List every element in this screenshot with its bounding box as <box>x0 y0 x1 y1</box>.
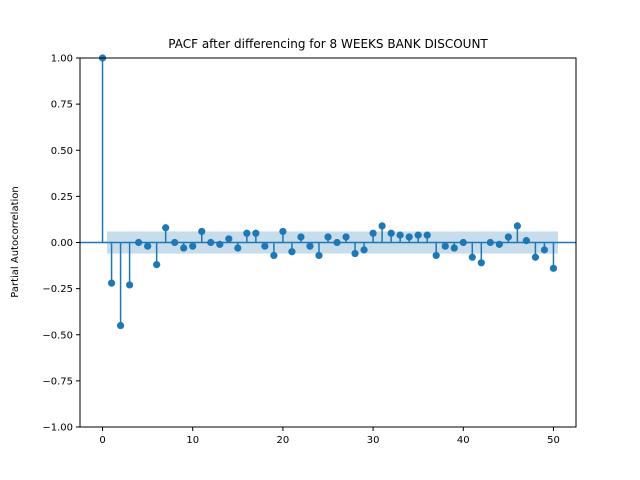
x-tick-label: 40 <box>457 435 470 446</box>
marker-lag-23 <box>306 242 314 250</box>
stems-layer <box>101 58 555 326</box>
marker-lag-6 <box>153 261 161 269</box>
marker-lag-34 <box>405 233 413 241</box>
marker-lag-29 <box>360 246 368 254</box>
y-tick-label: −0.50 <box>42 330 73 341</box>
marker-lag-35 <box>414 231 422 239</box>
marker-lag-40 <box>459 238 467 247</box>
marker-lag-24 <box>315 251 323 260</box>
marker-lag-48 <box>531 253 540 261</box>
marker-lag-22 <box>297 233 305 241</box>
x-tick-label: 10 <box>186 435 199 446</box>
marker-lag-38 <box>441 242 449 250</box>
marker-lag-31 <box>378 222 386 230</box>
marker-lag-28 <box>351 249 359 258</box>
marker-lag-15 <box>234 244 242 252</box>
ticks-layer: 0 10 20 30 40 50 1.00 0.75 0.50 0.25 0.00 −0.25 −0.5… <box>42 54 559 447</box>
y-tick-label: −0.75 <box>42 376 73 387</box>
marker-lag-20 <box>279 227 287 236</box>
marker-lag-17 <box>252 229 260 237</box>
marker-lag-33 <box>396 231 404 239</box>
marker-lag-43 <box>486 238 494 247</box>
marker-lag-50 <box>549 264 558 272</box>
marker-lag-32 <box>387 229 395 237</box>
marker-lag-4 <box>135 238 143 247</box>
y-tick-label: 0.75 <box>51 100 73 111</box>
y-tick-label: −0.25 <box>42 284 73 295</box>
marker-lag-25 <box>324 233 332 241</box>
marker-lag-14 <box>225 235 233 243</box>
marker-lag-47 <box>522 237 531 245</box>
marker-lag-45 <box>504 233 512 241</box>
y-tick-label: 0.25 <box>51 192 73 203</box>
marker-lag-10 <box>189 242 197 250</box>
marker-lag-2 <box>116 321 125 330</box>
marker-lag-30 <box>369 229 377 237</box>
y-tick-label: −1.00 <box>42 423 73 434</box>
marker-lag-41 <box>468 253 476 261</box>
marker-lag-42 <box>477 259 485 267</box>
marker-lag-7 <box>162 224 170 232</box>
marker-lag-11 <box>198 227 206 236</box>
marker-lag-21 <box>288 248 296 256</box>
marker-lag-39 <box>450 244 458 252</box>
marker-lag-16 <box>243 229 251 237</box>
x-tick-label: 30 <box>367 435 380 446</box>
y-tick-label: 0.50 <box>51 146 73 157</box>
marker-lag-13 <box>216 240 224 248</box>
marker-lag-12 <box>207 238 215 247</box>
marker-lag-27 <box>342 233 350 241</box>
marker-lag-5 <box>144 242 152 250</box>
chart-title: PACF after differencing for 8 WEEKS BANK… <box>168 37 488 51</box>
marker-lag-3 <box>126 281 134 289</box>
x-tick-label: 50 <box>547 435 560 446</box>
marker-lag-37 <box>432 251 440 260</box>
marker-lag-1 <box>107 279 116 287</box>
marker-lag-9 <box>180 244 188 252</box>
y-axis-label: Partial Autocorrelation <box>10 186 21 297</box>
marker-lag-46 <box>513 222 521 230</box>
marker-lag-44 <box>495 240 503 248</box>
marker-lag-36 <box>423 231 431 239</box>
markers-layer <box>98 54 558 330</box>
marker-lag-8 <box>171 238 179 247</box>
marker-lag-49 <box>540 246 549 254</box>
marker-lag-26 <box>333 238 341 247</box>
marker-lag-19 <box>270 251 278 260</box>
y-tick-label: 1.00 <box>51 54 73 65</box>
x-tick-label: 0 <box>99 435 105 446</box>
x-tick-label: 20 <box>277 435 290 446</box>
marker-lag-18 <box>261 242 269 250</box>
y-tick-label: 0.00 <box>51 238 73 249</box>
